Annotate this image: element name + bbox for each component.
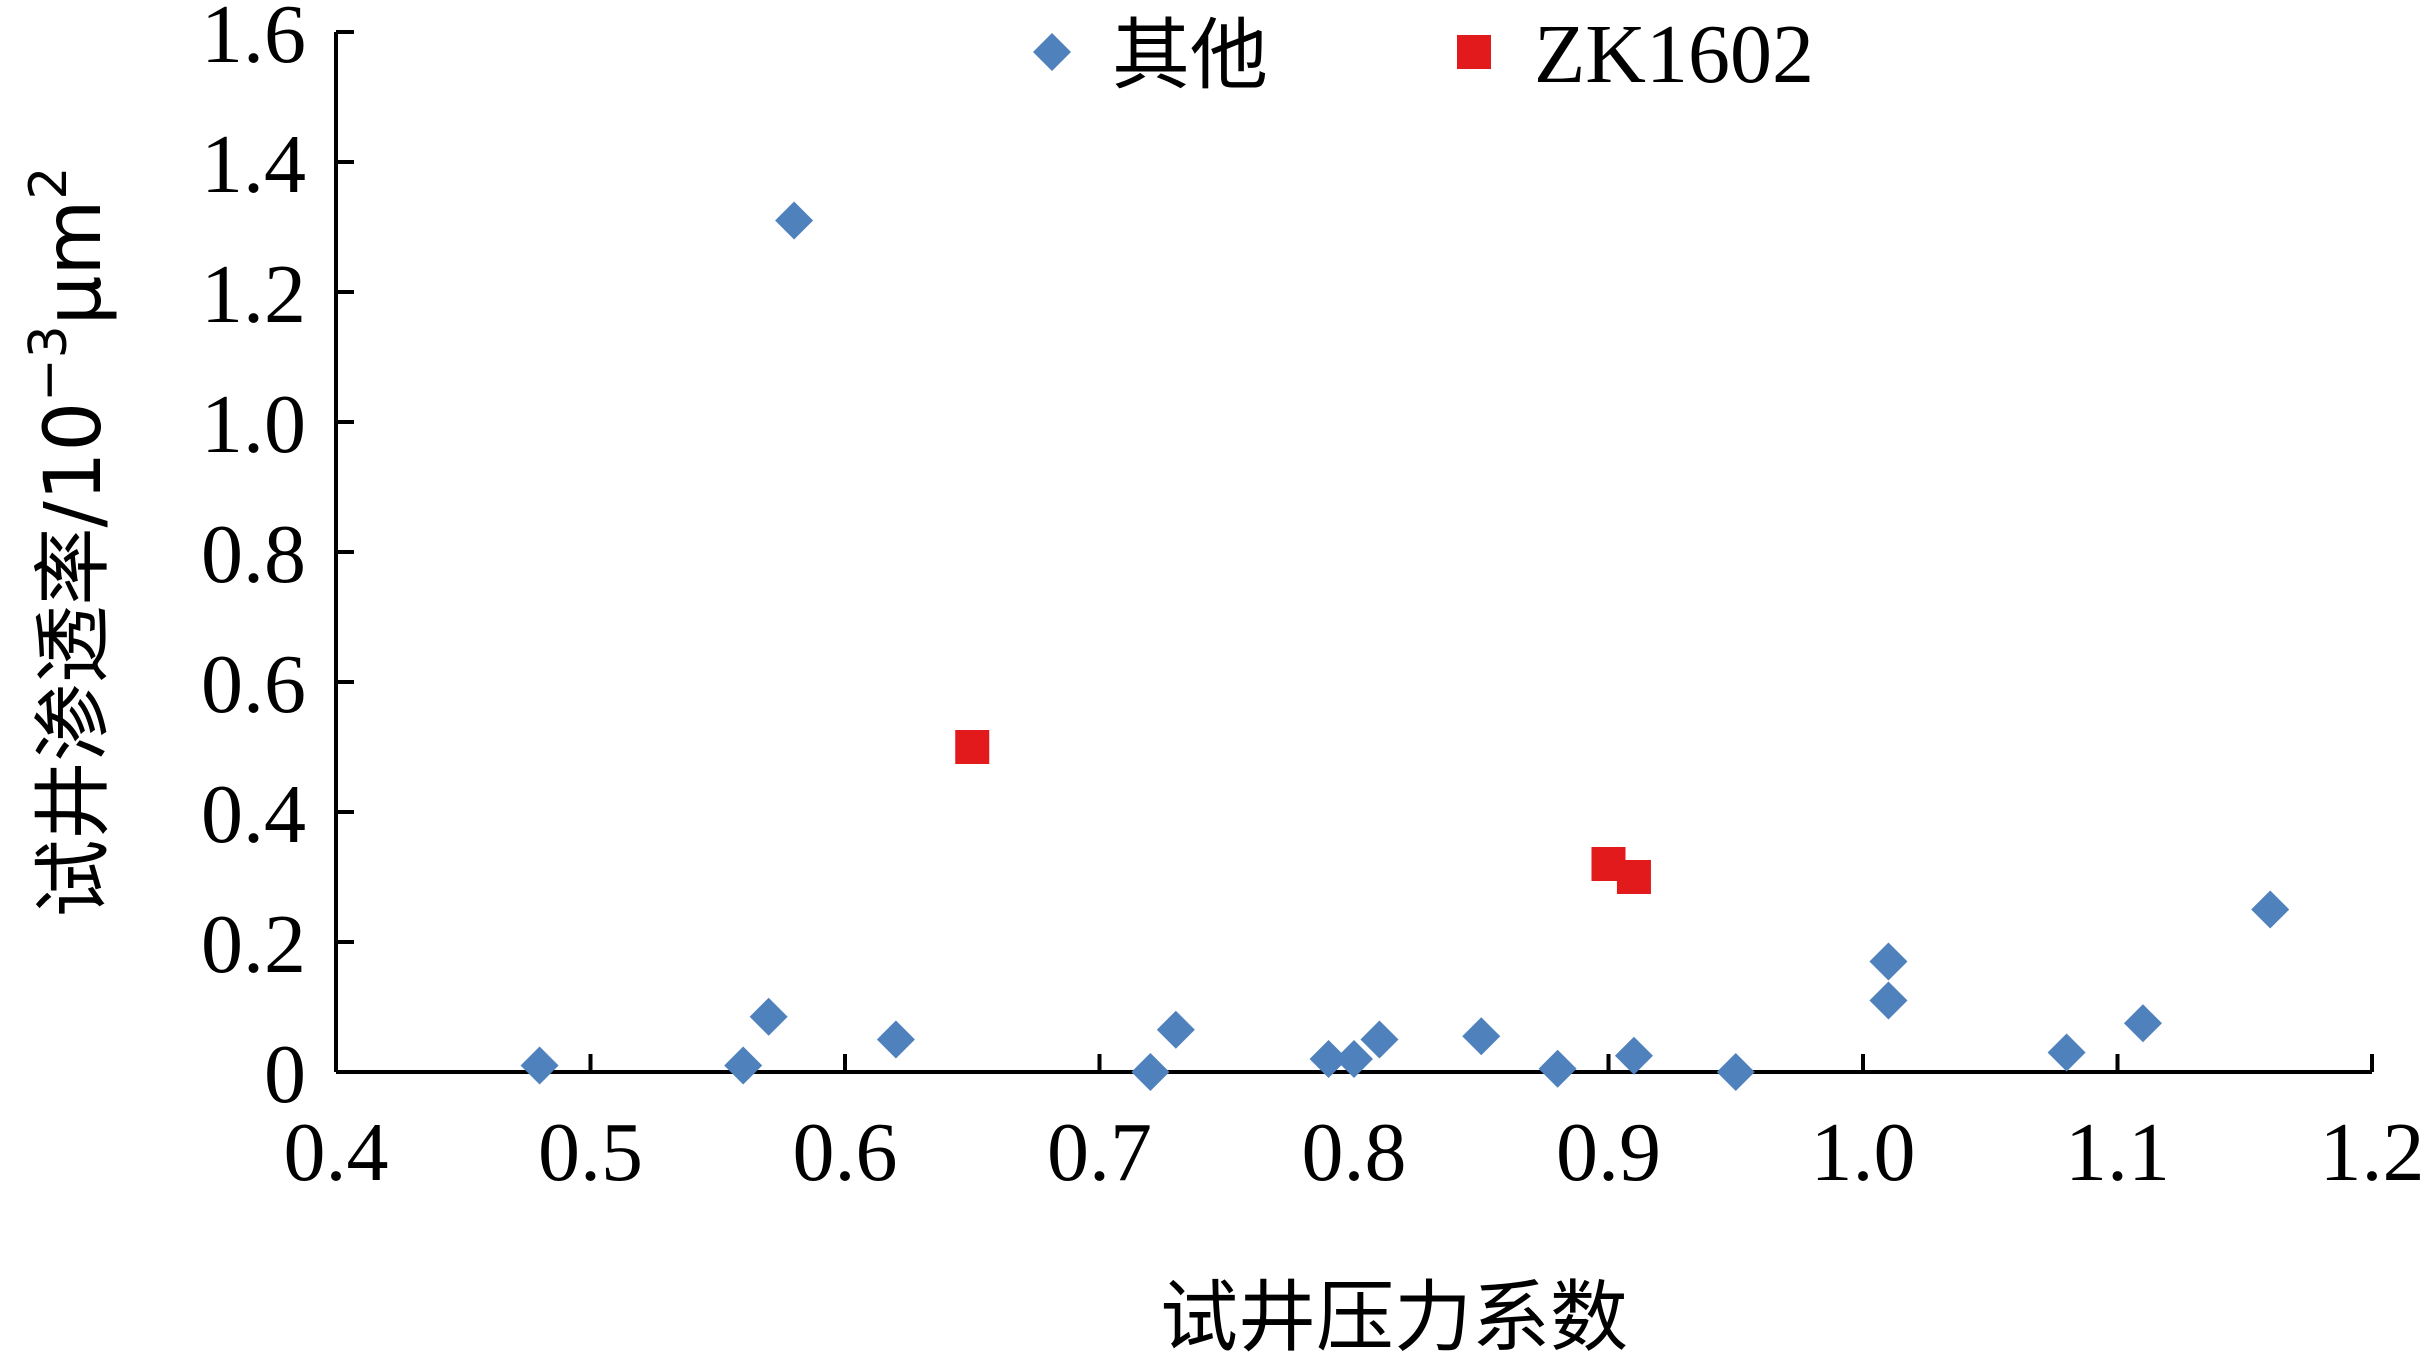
data-point-diamond (1156, 1010, 1195, 1049)
data-point-diamond (1131, 1053, 1170, 1091)
data-point-diamond (1614, 1036, 1653, 1075)
x-tick-label: 0.9 (1556, 1106, 1661, 1199)
data-point-diamond (724, 1046, 763, 1085)
y-tick-label: 0.8 (201, 508, 306, 601)
data-point-diamond (2047, 1033, 2086, 1072)
y-axis-title-exp: −3 (19, 325, 79, 402)
data-point-diamond (2251, 890, 2290, 929)
x-tick-label: 0.8 (1302, 1106, 1407, 1199)
data-point-diamond (2123, 1004, 2162, 1043)
legend: 其他 ZK1602 (1033, 8, 1814, 101)
y-axis-title: 试井渗透率/10−3μm2 (19, 167, 119, 918)
x-tick-label: 0.7 (1047, 1106, 1152, 1199)
ticks: 0.4 0.5 0.6 0.7 0.8 0.9 1.0 1.1 1.2 0 0.2 0.4 0.6 0.8… (201, 0, 2425, 1199)
data-point-square (955, 730, 990, 764)
data-point-diamond (1309, 1040, 1348, 1078)
y-tick-label: 1.6 (201, 0, 306, 81)
x-tick-label: 0.6 (793, 1106, 898, 1199)
axis-titles: 试井压力系数 试井渗透率/10−3μm2 (19, 167, 1628, 1363)
y-tick-label: 0 (264, 1028, 306, 1121)
data-point-diamond (1360, 1020, 1399, 1059)
data-point-diamond (1716, 1053, 1755, 1091)
data-point-diamond (775, 201, 814, 240)
data-point-diamond (1335, 1040, 1373, 1078)
legend-marker-square (1457, 35, 1491, 69)
y-axis-title-unit-exp: 2 (19, 167, 79, 200)
data-point-diamond (876, 1020, 915, 1059)
y-tick-label: 0.6 (201, 638, 306, 731)
y-axis-title-unit: μm (29, 200, 119, 326)
y-axis-title-main: 试井渗透率/10 (29, 402, 119, 918)
data-point-diamond (1869, 981, 1908, 1020)
y-tick-label: 1.4 (201, 118, 306, 211)
x-tick-label: 1.0 (1811, 1106, 1916, 1199)
data-point-diamond (749, 997, 788, 1036)
axes (334, 32, 2372, 1074)
data-points (520, 201, 2290, 1091)
legend-label: 其他 (1112, 11, 1268, 101)
legend-marker-diamond (1033, 33, 1071, 71)
legend-label: ZK1602 (1534, 8, 1814, 101)
data-point-diamond (1462, 1017, 1501, 1056)
x-tick-label: 0.5 (538, 1106, 643, 1199)
y-tick-label: 1.2 (201, 248, 306, 341)
y-tick-label: 1.0 (201, 378, 306, 471)
y-tick-label: 0.4 (201, 768, 306, 861)
x-tick-label: 1.1 (2065, 1106, 2170, 1199)
x-tick-label: 1.2 (2320, 1106, 2425, 1199)
x-tick-label: 0.4 (284, 1106, 389, 1199)
data-point-diamond (520, 1046, 559, 1085)
data-point-diamond (1869, 942, 1908, 981)
x-axis-title: 试井压力系数 (1160, 1273, 1628, 1363)
data-point-diamond (1538, 1049, 1577, 1088)
y-tick-label: 0.2 (201, 898, 306, 991)
data-point-square (1616, 860, 1651, 894)
